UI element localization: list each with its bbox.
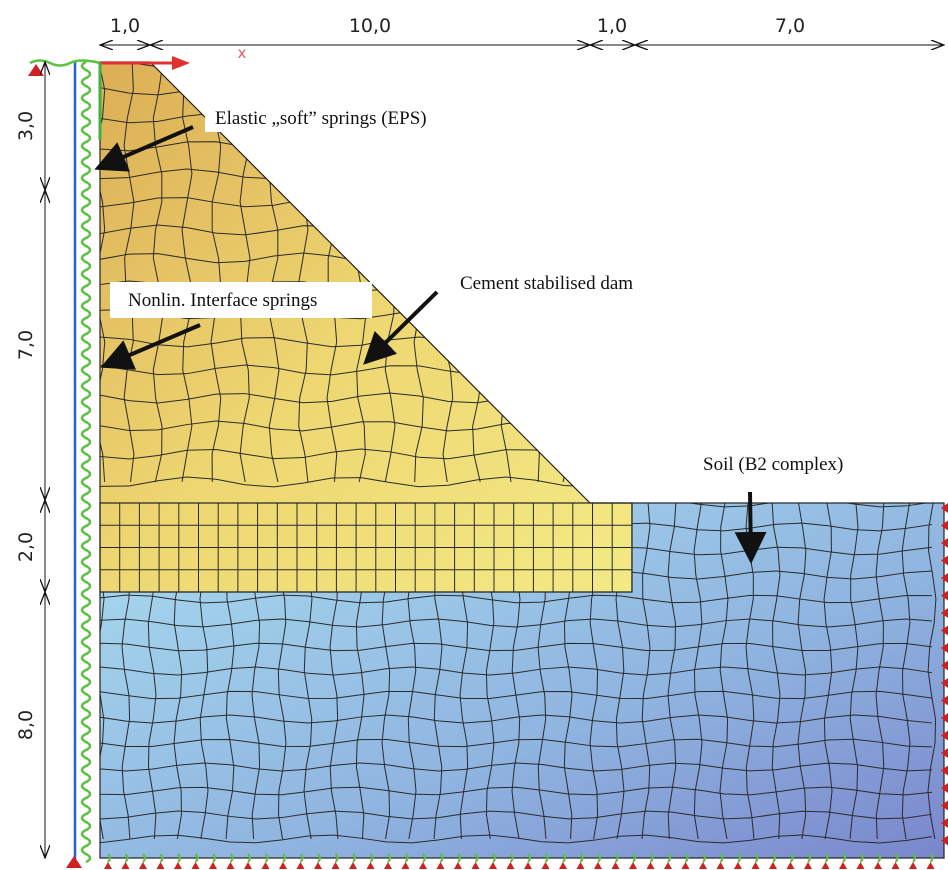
dim-label: 7,0 [15, 330, 37, 360]
support [489, 862, 497, 869]
support [367, 862, 375, 869]
support [192, 862, 200, 869]
dam-region [100, 62, 632, 592]
dim-label: 8,0 [15, 710, 37, 740]
annotation: Elastic „soft” springs (EPS) [215, 108, 427, 129]
support [297, 862, 305, 869]
support [909, 862, 917, 869]
support [839, 862, 847, 869]
support [507, 862, 515, 869]
support [66, 856, 82, 868]
dim-label: 3,0 [15, 111, 37, 141]
support [402, 862, 410, 869]
support [717, 862, 725, 869]
support [314, 862, 322, 869]
support [332, 862, 340, 869]
support [804, 862, 812, 869]
support [209, 862, 217, 869]
support [349, 862, 357, 869]
support [28, 64, 44, 76]
support [279, 862, 287, 869]
x-axis-head [172, 56, 190, 70]
support [822, 862, 830, 869]
support [769, 862, 777, 869]
support [244, 862, 252, 869]
support [262, 862, 270, 869]
support [524, 862, 532, 869]
dim-label: 1,0 [597, 15, 627, 37]
support [437, 862, 445, 869]
support [174, 862, 182, 869]
support [559, 862, 567, 869]
axis-label: x [238, 44, 247, 62]
support [419, 862, 427, 869]
support [472, 862, 480, 869]
support [734, 862, 742, 869]
support [542, 862, 550, 869]
dim-label: 1,0 [110, 15, 140, 37]
support [647, 862, 655, 869]
support [752, 862, 760, 869]
support [157, 862, 165, 869]
support [892, 862, 900, 869]
annotation: Nonlin. Interface springs [128, 290, 317, 311]
support [682, 862, 690, 869]
fem-diagram: x 1,0 10,0 1,0 7,0 3,0 7,0 2,0 8,0 Elast… [0, 0, 948, 870]
support [594, 862, 602, 869]
annotation-arrow [750, 492, 751, 560]
support [139, 862, 147, 869]
support [104, 862, 112, 869]
annotation: Cement stabilised dam [460, 273, 633, 294]
support [857, 862, 865, 869]
support [699, 862, 707, 869]
support [122, 862, 130, 869]
support [664, 862, 672, 869]
spring [82, 62, 90, 862]
support [874, 862, 882, 869]
support [384, 862, 392, 869]
support [454, 862, 462, 869]
support [787, 862, 795, 869]
annotation: Soil (B2 complex) [703, 454, 843, 475]
dim-label: 2,0 [15, 532, 37, 562]
dim-label: 10,0 [349, 15, 391, 37]
dim-label: 7,0 [775, 15, 805, 37]
support [629, 862, 637, 869]
support [927, 862, 935, 869]
spring [30, 61, 100, 66]
support [577, 862, 585, 869]
support [612, 862, 620, 869]
support [227, 862, 235, 869]
